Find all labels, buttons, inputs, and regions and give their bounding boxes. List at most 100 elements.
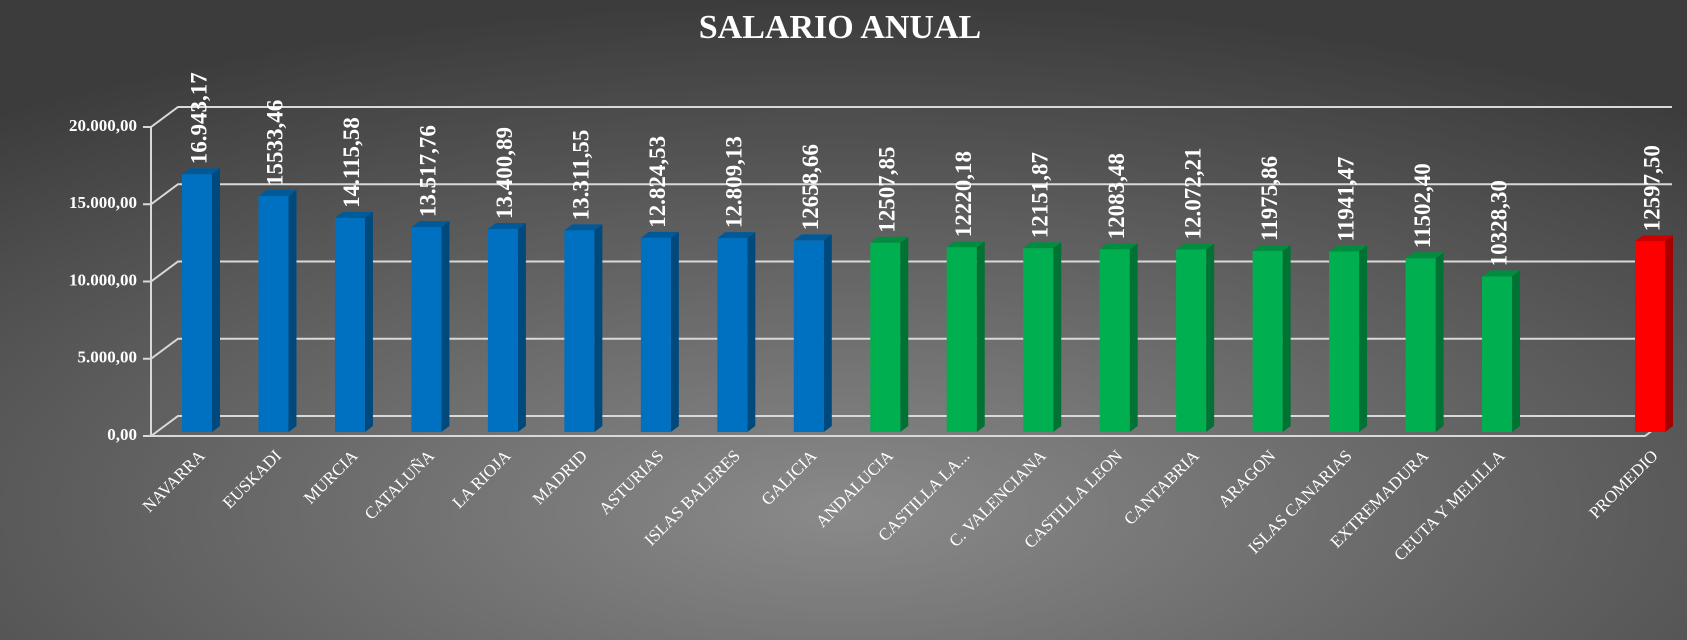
bar-face bbox=[1512, 270, 1521, 432]
bar bbox=[411, 221, 450, 432]
bar-face bbox=[212, 168, 220, 432]
bar-face bbox=[487, 228, 518, 432]
y-tick-label: 10.000,00 bbox=[69, 270, 137, 289]
bar-face bbox=[1482, 270, 1521, 277]
value-label: 12.809,13 bbox=[722, 136, 747, 228]
bar-face bbox=[182, 174, 212, 432]
bar-face bbox=[487, 222, 526, 229]
bar bbox=[1099, 243, 1138, 432]
value-label: 12507,85 bbox=[875, 147, 900, 233]
bar-face bbox=[258, 196, 289, 432]
bar bbox=[870, 236, 909, 432]
bar-face bbox=[411, 221, 450, 228]
bar bbox=[717, 232, 756, 432]
value-label: 12220,18 bbox=[951, 151, 976, 237]
bar-face bbox=[670, 231, 679, 432]
grid-line bbox=[143, 183, 1672, 206]
bar-face bbox=[1405, 252, 1444, 259]
bar-face bbox=[1023, 242, 1062, 249]
grid-line bbox=[143, 415, 1672, 437]
value-label: 12.072,21 bbox=[1180, 147, 1205, 239]
bar-face bbox=[870, 242, 901, 432]
bar bbox=[1023, 242, 1062, 432]
value-label: 12658,66 bbox=[798, 144, 823, 230]
bar-face bbox=[288, 190, 297, 432]
value-label: 12083,48 bbox=[1104, 153, 1129, 239]
value-label: 11975,86 bbox=[1257, 156, 1282, 241]
value-label: 12597,50 bbox=[1639, 145, 1664, 231]
bar-face bbox=[717, 238, 748, 432]
bar bbox=[946, 241, 985, 432]
bar-face bbox=[1023, 248, 1054, 432]
value-label: 12151,87 bbox=[1027, 152, 1052, 238]
value-label: 13.400,89 bbox=[492, 127, 517, 219]
bar-face bbox=[640, 231, 679, 238]
bar-face bbox=[976, 241, 985, 432]
bar bbox=[1176, 243, 1215, 432]
bar-face bbox=[441, 221, 450, 432]
bar-face bbox=[258, 190, 297, 197]
value-label: 16.943,17 bbox=[186, 72, 211, 164]
bar-face bbox=[747, 232, 756, 432]
chart-title: SALARIO ANUAL bbox=[699, 9, 981, 46]
bar-face bbox=[1635, 241, 1665, 432]
bar-face bbox=[1099, 243, 1138, 250]
bar-face bbox=[1635, 235, 1673, 242]
bar-face bbox=[823, 234, 832, 432]
bar bbox=[640, 231, 679, 432]
bar-face bbox=[1176, 249, 1207, 432]
y-tick-label: 5.000,00 bbox=[78, 348, 138, 367]
bar-face bbox=[946, 241, 985, 248]
bar-face bbox=[793, 240, 824, 432]
y-tick-label: 0,00 bbox=[107, 425, 137, 444]
bar-face bbox=[334, 211, 373, 218]
bar-face bbox=[793, 234, 832, 241]
bar-face bbox=[1482, 276, 1513, 432]
bar-face bbox=[1435, 252, 1444, 432]
value-label: 12.824,53 bbox=[645, 136, 670, 228]
grid-line bbox=[143, 106, 1672, 128]
grid-line bbox=[143, 337, 1672, 360]
bar-face bbox=[1099, 249, 1130, 432]
bar-face bbox=[640, 237, 671, 432]
bar bbox=[334, 211, 373, 432]
bar bbox=[1329, 245, 1368, 432]
bar-face bbox=[411, 227, 442, 432]
value-label: 10328,30 bbox=[1486, 180, 1511, 266]
bar-face bbox=[517, 222, 526, 432]
bar-face bbox=[1359, 245, 1368, 432]
value-label: 11502,40 bbox=[1410, 163, 1435, 248]
value-label: 15533,46 bbox=[263, 100, 288, 186]
bar-face bbox=[564, 224, 603, 231]
bar bbox=[487, 222, 526, 432]
bar bbox=[1252, 244, 1291, 432]
bar-face bbox=[946, 247, 977, 432]
bar-face bbox=[334, 217, 365, 432]
bar bbox=[564, 224, 603, 432]
bar-face bbox=[1329, 245, 1368, 252]
bar-face bbox=[1176, 243, 1215, 250]
bar-face bbox=[900, 236, 909, 432]
y-tick-label: 20.000,00 bbox=[69, 116, 137, 135]
bar-face bbox=[364, 211, 373, 432]
bar-face bbox=[1665, 235, 1673, 432]
bar-face bbox=[717, 232, 756, 239]
y-tick-label: 15.000,00 bbox=[69, 193, 137, 212]
bar-face bbox=[1252, 244, 1291, 251]
value-label: 11941,47 bbox=[1333, 157, 1358, 242]
bar-face bbox=[594, 224, 603, 432]
bar bbox=[1405, 252, 1444, 432]
bar-face bbox=[1329, 251, 1360, 432]
value-label: 13.517,76 bbox=[416, 125, 441, 217]
bar-face bbox=[1129, 243, 1138, 432]
bar-face bbox=[564, 230, 595, 432]
value-label: 13.311,55 bbox=[569, 130, 594, 221]
bar bbox=[258, 190, 297, 432]
bar-face bbox=[182, 168, 220, 175]
bar-face bbox=[1282, 244, 1291, 432]
bar bbox=[182, 168, 220, 432]
bar bbox=[1482, 270, 1521, 432]
bar-face bbox=[1252, 250, 1283, 432]
bar-face bbox=[870, 236, 909, 243]
